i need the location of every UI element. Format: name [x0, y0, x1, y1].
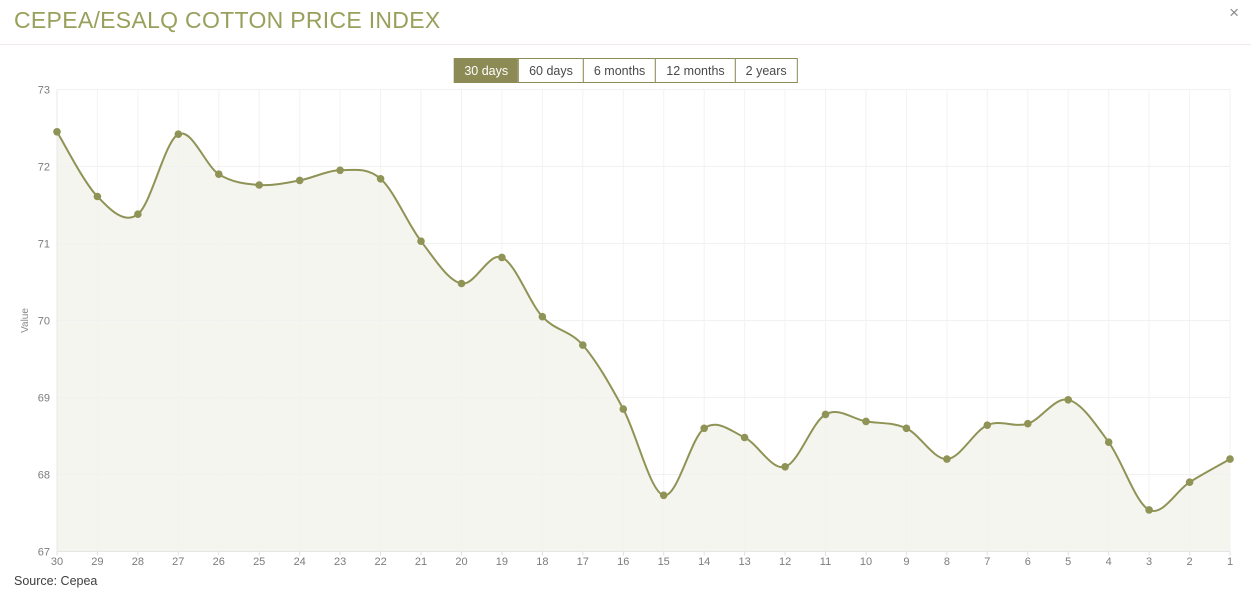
- y-axis-label: 67: [38, 547, 50, 559]
- data-point-marker[interactable]: [174, 130, 183, 138]
- y-axis-label: 73: [38, 85, 50, 97]
- y-axis-label: 70: [38, 316, 50, 328]
- x-axis-label: 16: [617, 556, 629, 568]
- x-axis-label: 20: [455, 556, 467, 568]
- x-axis-label: 13: [738, 556, 750, 568]
- x-axis-label: 17: [577, 556, 589, 568]
- x-axis-label: 28: [132, 556, 144, 568]
- x-axis-label: 7: [984, 556, 990, 568]
- x-axis-label: 22: [374, 556, 386, 568]
- data-point-marker[interactable]: [579, 341, 587, 349]
- range-button-2-years[interactable]: 2 years: [734, 58, 798, 83]
- header-divider: [0, 44, 1251, 45]
- data-point-marker[interactable]: [943, 455, 951, 463]
- data-point-marker[interactable]: [1185, 478, 1194, 487]
- x-axis-label: 30: [51, 556, 63, 568]
- data-point-marker[interactable]: [1145, 506, 1153, 514]
- x-axis-label: 9: [903, 556, 909, 568]
- x-axis-label: 29: [91, 556, 103, 568]
- data-point-marker[interactable]: [255, 181, 263, 189]
- x-axis-label: 3: [1146, 556, 1152, 568]
- y-axis-label: 68: [38, 470, 50, 482]
- data-point-marker[interactable]: [1226, 455, 1234, 463]
- x-axis-label: 4: [1106, 556, 1112, 568]
- data-point-marker[interactable]: [781, 463, 789, 471]
- x-axis-label: 2: [1187, 556, 1193, 568]
- data-point-marker[interactable]: [53, 128, 61, 136]
- range-button-30-days[interactable]: 30 days: [453, 58, 520, 83]
- data-point-marker[interactable]: [457, 279, 466, 288]
- data-point-marker[interactable]: [902, 424, 911, 433]
- y-axis-label: 71: [38, 239, 50, 251]
- x-axis-label: 1: [1227, 556, 1233, 568]
- data-point-marker[interactable]: [1104, 438, 1113, 447]
- x-axis-label: 19: [496, 556, 508, 568]
- data-point-marker[interactable]: [862, 417, 870, 426]
- data-point-marker[interactable]: [336, 166, 344, 175]
- x-axis-label: 14: [698, 556, 710, 568]
- x-axis-label: 27: [172, 556, 184, 568]
- data-point-marker[interactable]: [417, 237, 425, 245]
- source-caption: Source: Cepea: [14, 574, 98, 588]
- data-point-marker[interactable]: [93, 192, 102, 201]
- data-point-marker[interactable]: [538, 312, 547, 321]
- range-button-12-months[interactable]: 12 months: [655, 58, 736, 83]
- x-axis-label: 25: [253, 556, 265, 568]
- data-point-marker[interactable]: [619, 405, 628, 413]
- data-point-marker[interactable]: [700, 424, 708, 433]
- data-point-marker[interactable]: [215, 170, 223, 178]
- x-axis-label: 26: [213, 556, 225, 568]
- x-axis-label: 15: [658, 556, 670, 568]
- x-axis-label: 6: [1025, 556, 1031, 568]
- x-axis-label: 12: [779, 556, 791, 568]
- data-point-marker[interactable]: [740, 433, 749, 442]
- data-point-marker[interactable]: [983, 421, 992, 430]
- x-axis-label: 18: [536, 556, 548, 568]
- data-point-marker[interactable]: [1024, 419, 1032, 428]
- range-button-60-days[interactable]: 60 days: [518, 58, 584, 83]
- page-title: CEPEA/ESALQ COTTON PRICE INDEX: [14, 7, 441, 33]
- data-point-marker[interactable]: [134, 210, 142, 218]
- x-axis-label: 5: [1065, 556, 1071, 568]
- y-axis-label: 72: [38, 162, 50, 174]
- x-axis-label: 24: [294, 556, 306, 568]
- y-axis-title: Value: [20, 308, 31, 333]
- close-icon[interactable]: ×: [1222, 1, 1246, 25]
- range-button-group: 30 days 60 days 6 months 12 months 2 years: [453, 58, 798, 83]
- data-point-marker[interactable]: [498, 253, 506, 262]
- range-button-6-months[interactable]: 6 months: [582, 58, 657, 83]
- x-axis-label: 8: [944, 556, 950, 568]
- data-point-marker[interactable]: [1064, 396, 1072, 404]
- x-axis-label: 11: [820, 556, 831, 568]
- x-axis-label: 10: [860, 556, 872, 568]
- x-axis-label: 21: [415, 556, 427, 568]
- data-point-marker[interactable]: [376, 175, 385, 183]
- data-point-marker[interactable]: [659, 491, 668, 500]
- y-axis-label: 69: [38, 393, 50, 405]
- data-point-marker[interactable]: [821, 410, 830, 419]
- data-point-marker[interactable]: [295, 176, 304, 185]
- x-axis-label: 23: [334, 556, 346, 568]
- area-fill: [57, 131, 1230, 552]
